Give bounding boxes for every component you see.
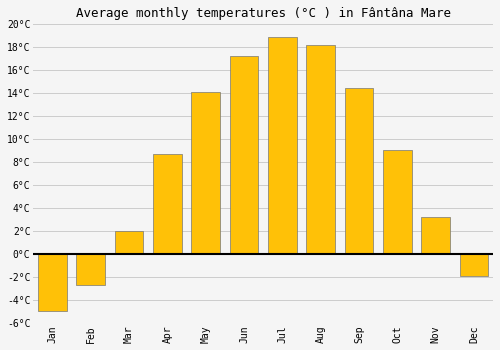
Bar	[192, 92, 220, 254]
Bar	[38, 254, 67, 311]
Bar	[153, 154, 182, 254]
Bar	[114, 231, 144, 254]
Bar	[306, 44, 335, 254]
Bar	[268, 36, 296, 254]
Bar	[460, 254, 488, 275]
Title: Average monthly temperatures (°C ) in Fântâna Mare: Average monthly temperatures (°C ) in Fâ…	[76, 7, 450, 20]
Bar	[383, 150, 412, 254]
Bar	[421, 217, 450, 254]
Bar	[344, 88, 374, 254]
Bar	[230, 56, 258, 254]
Bar	[76, 254, 105, 285]
